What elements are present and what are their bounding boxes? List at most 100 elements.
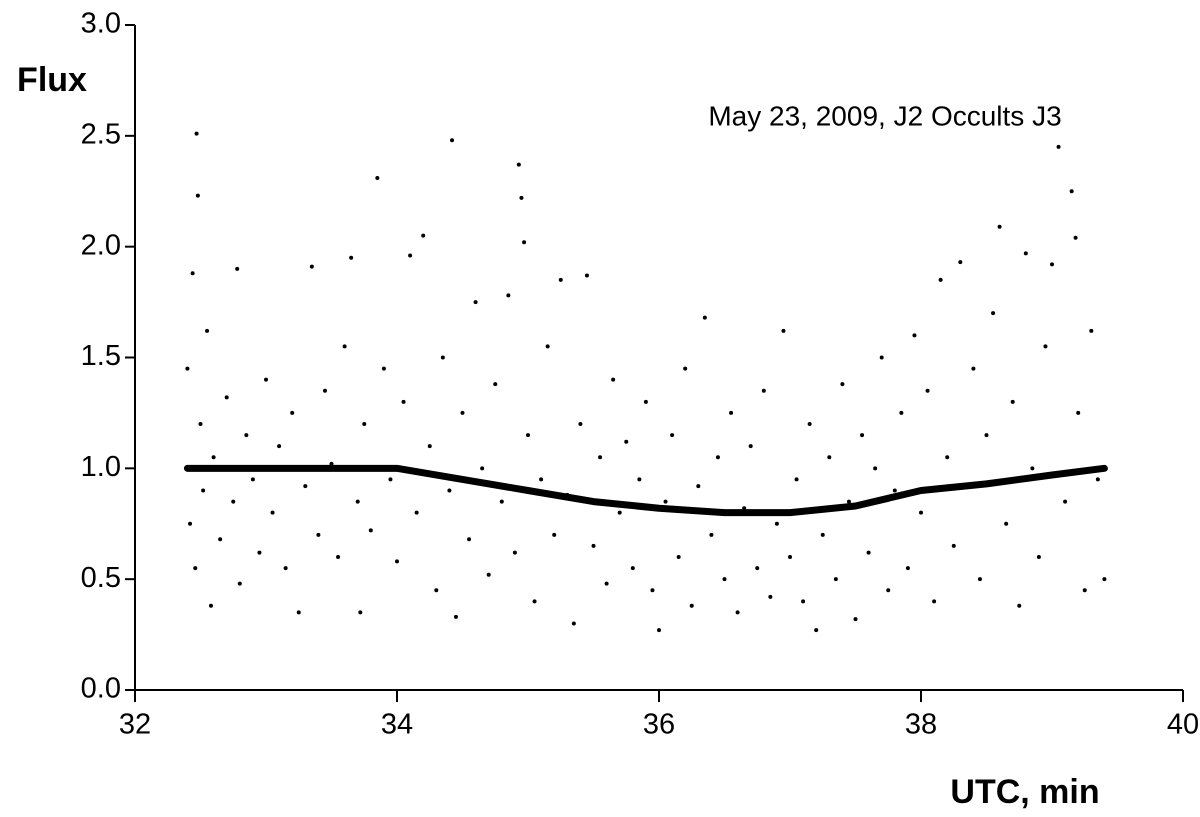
data-point xyxy=(827,455,832,460)
data-point xyxy=(702,315,707,320)
data-point xyxy=(244,433,249,438)
data-point xyxy=(945,455,950,460)
data-point xyxy=(696,484,701,489)
x-tick-label: 34 xyxy=(381,709,413,741)
data-point xyxy=(637,477,642,482)
data-point xyxy=(512,550,517,555)
data-point xyxy=(188,521,193,526)
data-point xyxy=(1082,588,1087,593)
data-point xyxy=(427,444,432,449)
data-point xyxy=(578,422,583,426)
data-point xyxy=(414,510,419,515)
data-point xyxy=(670,433,675,438)
data-point xyxy=(709,532,714,537)
data-point xyxy=(715,455,720,460)
data-point xyxy=(224,395,229,400)
y-tick-label: 1.5 xyxy=(81,340,121,372)
data-point xyxy=(480,466,485,471)
data-point xyxy=(1056,144,1061,149)
data-point xyxy=(1050,262,1054,267)
y-tick-label: 1.0 xyxy=(81,451,121,483)
data-point xyxy=(381,366,386,371)
data-point xyxy=(991,311,996,316)
data-point xyxy=(735,610,740,615)
data-point xyxy=(611,377,616,382)
data-point xyxy=(591,543,596,548)
data-point xyxy=(421,233,426,238)
data-point xyxy=(571,621,576,626)
data-point xyxy=(624,439,629,444)
data-point xyxy=(506,293,511,298)
data-point xyxy=(912,333,917,338)
data-point xyxy=(558,277,563,282)
data-point xyxy=(748,444,753,449)
data-point xyxy=(522,240,527,245)
data-point xyxy=(519,195,524,200)
data-point xyxy=(886,588,891,593)
data-point xyxy=(283,566,288,571)
x-tick-label: 36 xyxy=(643,709,675,741)
data-point xyxy=(486,572,491,577)
data-point xyxy=(450,138,455,143)
data-point xyxy=(440,355,445,360)
data-point xyxy=(250,477,255,482)
data-point xyxy=(309,264,314,269)
data-point xyxy=(768,594,773,599)
data-point xyxy=(676,555,681,559)
data-point xyxy=(401,399,406,404)
data-point xyxy=(938,277,943,282)
data-point xyxy=(1063,499,1068,504)
data-point xyxy=(231,499,236,504)
data-point xyxy=(539,477,544,482)
data-point xyxy=(447,488,452,493)
data-point xyxy=(977,577,982,582)
data-point xyxy=(201,488,206,493)
data-point xyxy=(1102,577,1107,582)
data-point xyxy=(1023,251,1028,256)
y-axis-title: Flux xyxy=(17,61,87,99)
data-point xyxy=(211,455,216,460)
data-point xyxy=(657,628,661,633)
data-point xyxy=(368,528,373,533)
y-tick-label: 0.5 xyxy=(81,562,121,594)
data-point xyxy=(722,577,727,582)
data-point xyxy=(237,581,242,586)
data-point xyxy=(663,499,668,504)
data-point xyxy=(729,410,734,415)
data-point xyxy=(873,466,878,471)
data-point xyxy=(807,422,812,426)
data-point xyxy=(1036,555,1041,559)
data-point xyxy=(1004,521,1009,526)
data-point xyxy=(375,175,380,180)
data-point xyxy=(801,599,806,604)
data-point xyxy=(650,588,655,593)
data-point xyxy=(617,510,622,515)
data-point xyxy=(1073,235,1078,240)
data-point xyxy=(257,550,262,555)
data-point xyxy=(198,422,203,426)
x-tick-label: 40 xyxy=(1167,709,1199,741)
data-point xyxy=(630,566,635,571)
data-point xyxy=(951,543,956,548)
data-point xyxy=(997,224,1002,229)
data-point xyxy=(434,588,439,593)
data-point xyxy=(545,344,550,349)
data-point xyxy=(349,255,354,260)
data-point xyxy=(958,260,963,265)
data-point xyxy=(833,577,838,582)
data-point xyxy=(919,510,923,515)
data-point xyxy=(1010,399,1015,404)
data-point xyxy=(879,355,884,360)
data-point xyxy=(1043,344,1048,349)
data-point xyxy=(846,499,851,504)
data-point xyxy=(932,599,937,604)
data-point xyxy=(1076,410,1081,415)
data-point xyxy=(218,537,223,542)
data-point xyxy=(362,422,367,426)
data-point xyxy=(814,628,819,633)
data-point xyxy=(794,477,799,482)
data-point xyxy=(598,455,603,460)
data-point xyxy=(194,131,199,136)
data-point xyxy=(899,410,904,415)
